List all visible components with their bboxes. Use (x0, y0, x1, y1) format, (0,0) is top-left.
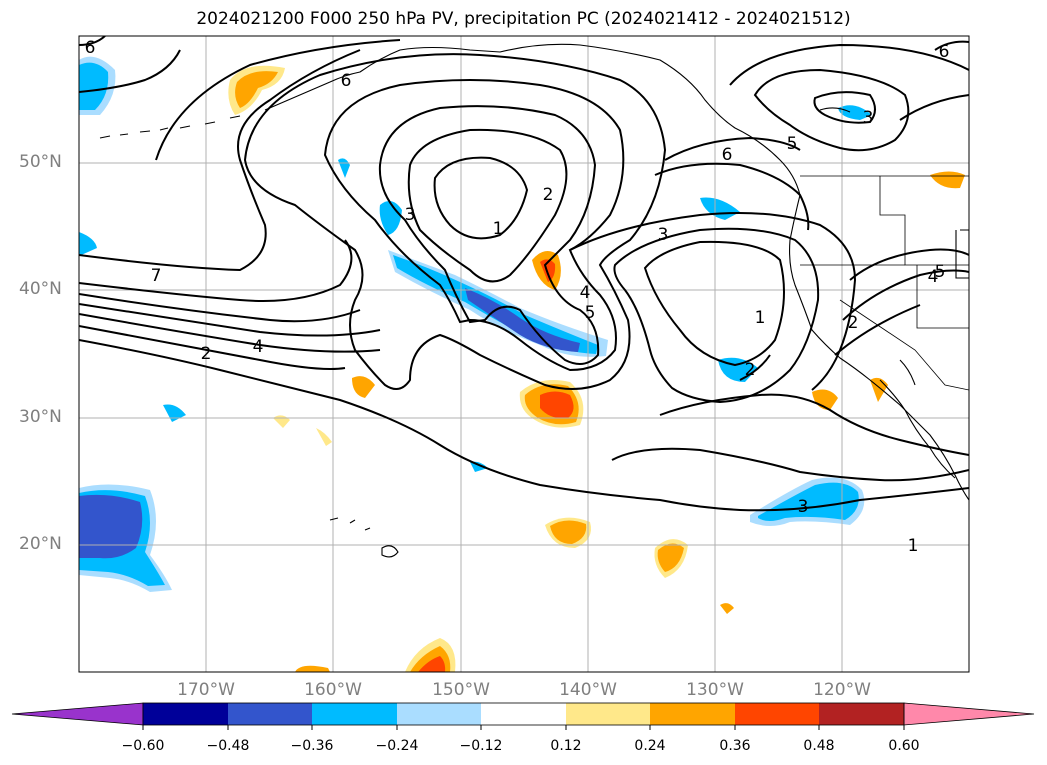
pv-contours (79, 36, 969, 512)
contour-label: 2 (848, 313, 859, 333)
colorbar-segment (650, 703, 735, 725)
colorbar-tick-label: 0.60 (888, 738, 920, 754)
lon-label: 140°W (559, 680, 617, 700)
contour-label: 3 (405, 205, 416, 225)
colorbar-extend-high (903, 702, 1035, 726)
contour-label: 6 (939, 42, 950, 62)
colorbar-tick-label: 0.12 (550, 738, 582, 754)
positive-precip-shading (228, 65, 965, 672)
contour-label: 3 (658, 225, 669, 245)
lat-label: 50°N (19, 152, 62, 172)
colorbar-tick-label: −0.60 (121, 738, 165, 754)
colorbar-segment (228, 703, 312, 725)
colorbar-segment (481, 703, 566, 725)
contour-label: 3 (863, 108, 874, 128)
plot-frame (78, 35, 970, 673)
colorbar-segment (143, 703, 228, 725)
contour-label: 5 (585, 303, 596, 323)
colorbar-segment (397, 703, 481, 725)
colorbar-segment (566, 703, 650, 725)
contour-label: 6 (722, 145, 733, 165)
contour-label: 6 (341, 71, 352, 91)
contour-label: 1 (908, 536, 919, 556)
contour-label: 3 (798, 497, 809, 517)
lat-label: 30°N (19, 407, 62, 427)
contour-label: 2 (201, 344, 212, 364)
colorbar-tick-label: −0.12 (459, 738, 503, 754)
lat-label: 20°N (19, 534, 62, 554)
colorbar-tick-label: 0.24 (634, 738, 666, 754)
contour-label: 1 (755, 308, 766, 328)
colorbar-segment (735, 703, 819, 725)
colorbar (11, 702, 1035, 730)
map-title: 2024021200 F000 250 hPa PV, precipitatio… (196, 9, 851, 29)
contour-label: 2 (745, 360, 756, 380)
negative-precip-shading (79, 56, 872, 592)
colorbar-tick-label: 0.36 (719, 738, 751, 754)
colorbar-extend-low (11, 702, 144, 726)
lon-label: 120°W (813, 680, 871, 700)
colorbar-tick-label: −0.36 (290, 738, 334, 754)
contour-label: 4 (253, 337, 264, 357)
borders (800, 175, 969, 391)
colorbar-tick-label: 0.48 (803, 738, 835, 754)
lon-label: 160°W (304, 680, 362, 700)
contour-label: 5 (787, 134, 798, 154)
colorbar-tick-label: −0.24 (375, 738, 419, 754)
contour-label: 4 (928, 267, 939, 287)
lon-label: 130°W (686, 680, 744, 700)
contour-label: 6 (85, 38, 96, 58)
colorbar-tick-label: −0.48 (206, 738, 250, 754)
colorbar-segment (312, 703, 397, 725)
contour-label: 7 (151, 266, 162, 286)
contour-label: 5 (935, 262, 946, 282)
contour-label: 2 (543, 185, 554, 205)
lon-label: 170°W (177, 680, 235, 700)
coastlines (99, 43, 969, 558)
contour-label-group: 6 6 6 5 3 6 5 3 2 1 7 4 2 3 4 5 1 2 2 4 … (85, 38, 950, 556)
contour-label: 1 (493, 219, 504, 239)
colorbar-segment (819, 703, 904, 725)
lat-label: 40°N (19, 279, 62, 299)
lon-label: 150°W (432, 680, 490, 700)
contour-label: 4 (580, 283, 591, 303)
